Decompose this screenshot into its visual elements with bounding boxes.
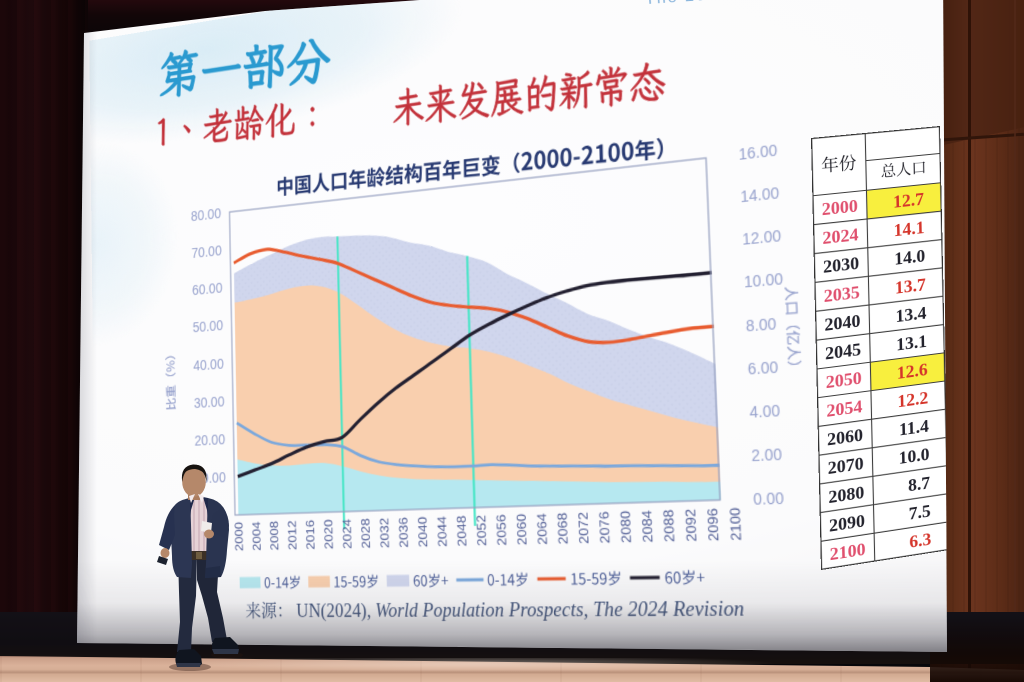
svg-text:2035: 2035	[824, 283, 860, 307]
svg-text:2040: 2040	[416, 516, 430, 547]
svg-text:50.00: 50.00	[193, 317, 224, 336]
svg-text:2100: 2100	[728, 507, 745, 541]
svg-text:12.6: 12.6	[897, 360, 929, 383]
svg-text:12.2: 12.2	[897, 389, 928, 412]
svg-text:2016: 2016	[304, 520, 317, 550]
svg-text:2032: 2032	[378, 518, 392, 549]
svg-text:12.00: 12.00	[742, 227, 782, 249]
svg-text:10.00: 10.00	[744, 270, 784, 292]
svg-text:2024: 2024	[341, 519, 355, 549]
svg-text:2048: 2048	[455, 515, 470, 546]
svg-text:13.1: 13.1	[896, 332, 927, 355]
svg-text:4.00: 4.00	[749, 401, 781, 421]
svg-text:6.3: 6.3	[909, 530, 931, 552]
svg-text:12.7: 12.7	[893, 190, 925, 213]
svg-text:8.00: 8.00	[745, 314, 777, 335]
svg-text:2020: 2020	[323, 519, 336, 549]
svg-text:2004: 2004	[251, 521, 264, 551]
svg-text:2080: 2080	[619, 511, 635, 544]
svg-text:16.00: 16.00	[738, 141, 778, 164]
svg-text:2092: 2092	[684, 509, 701, 542]
svg-text:30.00: 30.00	[194, 393, 225, 411]
svg-text:2076: 2076	[597, 511, 613, 543]
svg-text:2045: 2045	[825, 340, 861, 364]
svg-text:11.4: 11.4	[899, 417, 930, 440]
svg-text:2064: 2064	[535, 513, 550, 545]
svg-text:2030: 2030	[823, 254, 859, 277]
svg-text:7.5: 7.5	[909, 502, 931, 524]
svg-text:2008: 2008	[269, 521, 282, 551]
svg-text:2024: 2024	[822, 225, 859, 248]
svg-text:2052: 2052	[475, 515, 490, 546]
svg-text:6.00: 6.00	[747, 357, 779, 378]
svg-text:14.1: 14.1	[893, 218, 924, 241]
svg-text:2068: 2068	[556, 512, 571, 544]
svg-text:14.00: 14.00	[740, 184, 780, 207]
svg-text:14.0: 14.0	[894, 247, 925, 270]
svg-text:2060: 2060	[515, 514, 530, 546]
svg-text:2.00: 2.00	[751, 445, 783, 465]
svg-text:2056: 2056	[495, 514, 510, 546]
svg-text:8.7: 8.7	[908, 473, 931, 495]
svg-text:2096: 2096	[706, 508, 723, 541]
svg-text:2036: 2036	[397, 517, 411, 548]
svg-text:80.00: 80.00	[191, 205, 222, 224]
svg-text:2044: 2044	[436, 516, 450, 547]
svg-text:2088: 2088	[662, 509, 678, 542]
svg-text:20.00: 20.00	[194, 431, 225, 449]
svg-text:2072: 2072	[577, 512, 593, 544]
svg-text:2050: 2050	[826, 369, 862, 393]
svg-text:2012: 2012	[286, 520, 299, 550]
svg-text:2028: 2028	[360, 518, 374, 549]
svg-text:2084: 2084	[640, 510, 656, 543]
svg-text:2000: 2000	[233, 522, 246, 552]
svg-text:70.00: 70.00	[191, 242, 222, 261]
svg-text:0.00: 0.00	[753, 489, 785, 509]
svg-text:60.00: 60.00	[192, 280, 223, 299]
svg-text:10.0: 10.0	[898, 445, 929, 468]
svg-text:2000: 2000	[822, 197, 858, 220]
svg-text:13.7: 13.7	[895, 275, 927, 298]
svg-text:40.00: 40.00	[193, 355, 224, 373]
svg-text:2040: 2040	[824, 311, 860, 335]
svg-text:13.4: 13.4	[895, 304, 927, 327]
